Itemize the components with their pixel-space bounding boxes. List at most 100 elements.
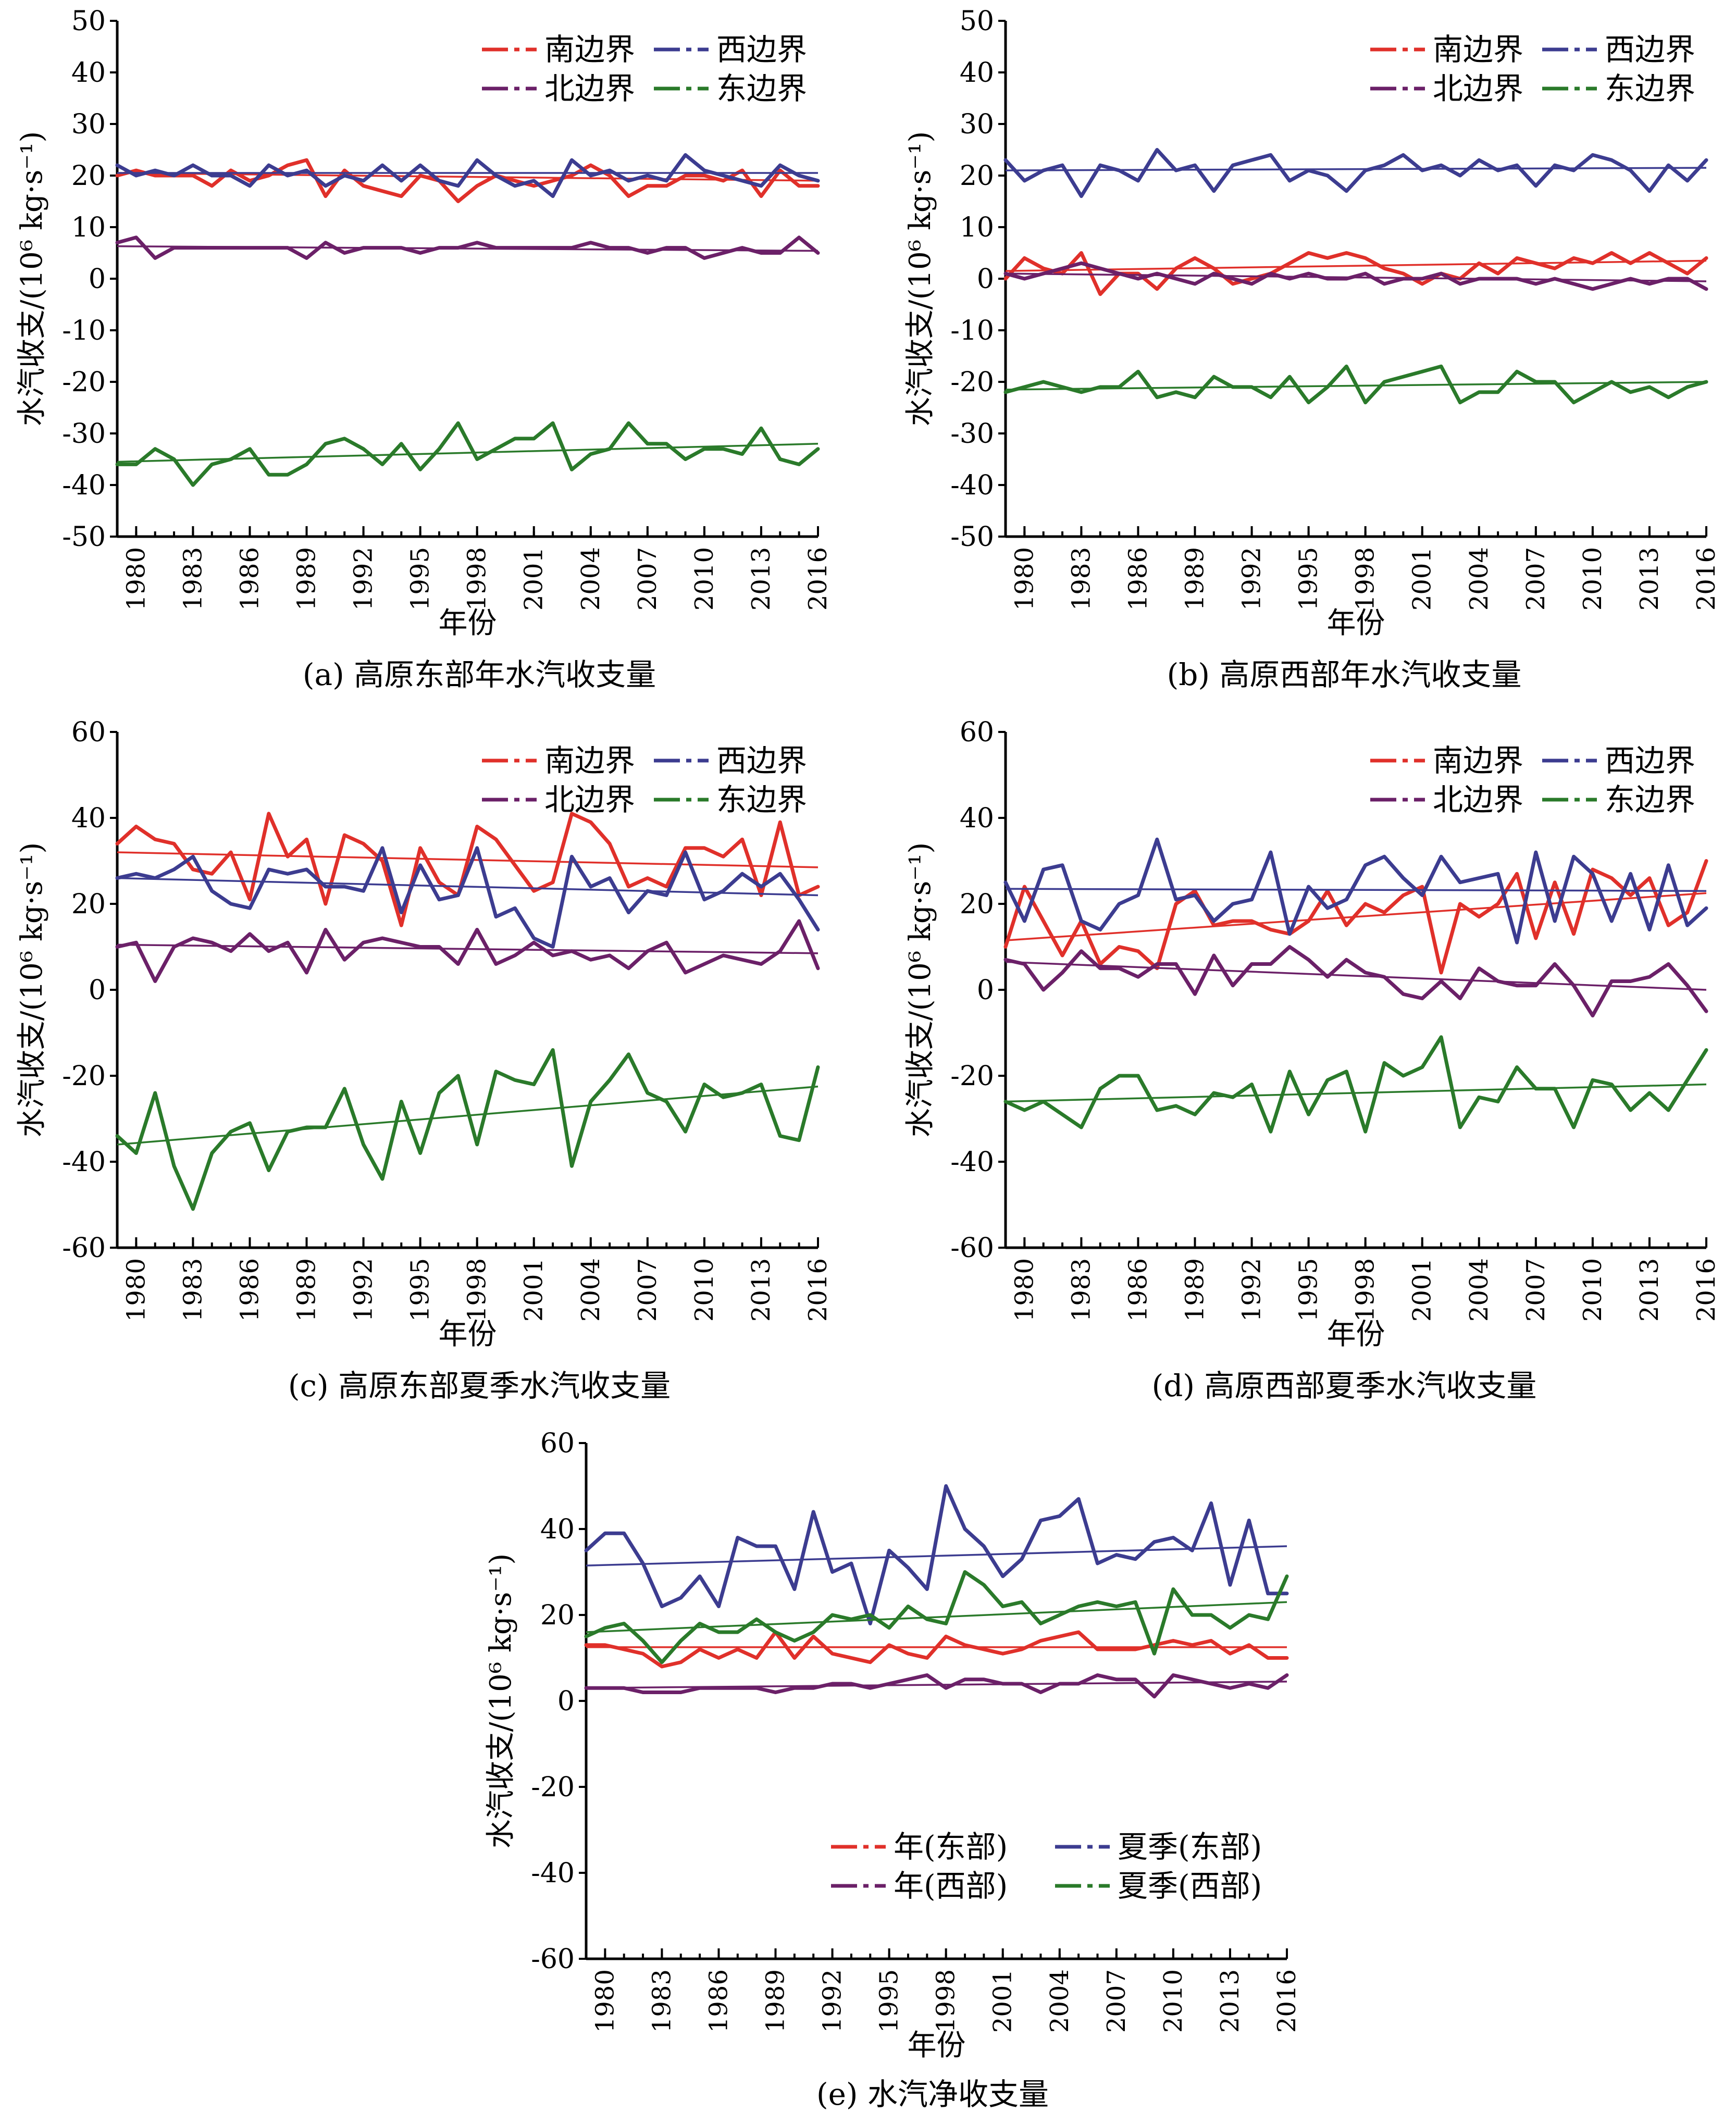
legend-label-3: 东边界 xyxy=(716,782,807,817)
legend-label-3: 夏季(西部) xyxy=(1118,1868,1262,1904)
panel-b-annual-west: -50 -40 -30 -20 -10 0 10 20 30 40 50 1980 1983 1986 19… xyxy=(903,6,1721,692)
trend-line-3 xyxy=(1005,1083,1707,1103)
x-tick-label: 2013 xyxy=(1216,1969,1245,2033)
panel-caption: (c) 高原东部夏季水汽收支量 xyxy=(288,1368,671,1403)
x-axis-title: 年份 xyxy=(1327,606,1385,640)
x-tick-label: 1998 xyxy=(463,1258,492,1322)
y-tick-label: -40 xyxy=(531,1858,575,1889)
panel-c-summer-east: -60 -40 -20 0 20 40 60 1980 1983 1986 1989 1992 1995… xyxy=(15,717,833,1403)
x-tick-label: 2004 xyxy=(1465,547,1494,611)
y-tick-label: -30 xyxy=(62,418,106,450)
x-tick-label: 1980 xyxy=(1010,547,1039,611)
x-tick-label: 1980 xyxy=(590,1969,619,2033)
x-axis-title: 年份 xyxy=(439,1317,497,1351)
x-tick-label: 1980 xyxy=(1010,1258,1039,1322)
legend-label-0: 南边界 xyxy=(1433,743,1523,778)
x-tick-label: 1983 xyxy=(1067,547,1096,611)
y-tick-label: -60 xyxy=(950,1233,994,1264)
x-tick-label: 2001 xyxy=(519,1258,549,1322)
y-tick-label: -20 xyxy=(62,367,106,398)
y-axis-title: 水汽收支/(10⁶ kg·s⁻¹) xyxy=(903,842,937,1137)
x-tick-label: 1995 xyxy=(875,1969,904,2033)
series-line-1 xyxy=(584,1484,1289,1625)
y-tick-label: 30 xyxy=(71,109,106,140)
series-line-3 xyxy=(584,1570,1289,1664)
y-tick-label: 20 xyxy=(960,160,994,192)
series-line-0 xyxy=(584,1630,1289,1669)
x-tick-label: 1992 xyxy=(1237,547,1267,611)
x-tick-label: 1995 xyxy=(406,1258,435,1322)
x-axis-title: 年份 xyxy=(908,2029,966,2062)
series-line-3 xyxy=(1003,1035,1708,1134)
trend-line-2 xyxy=(1005,272,1707,282)
legend-label-0: 年(东部) xyxy=(894,1829,1008,1865)
panel-caption: (d) 高原西部夏季水汽收支量 xyxy=(1152,1368,1537,1403)
y-tick-label: 20 xyxy=(540,1600,575,1631)
trend-line-2 xyxy=(117,245,819,252)
y-tick-label: 0 xyxy=(977,975,994,1006)
panel-d-summer-west: -60 -40 -20 0 20 40 60 1980 1983 1986 1989 1992 1995… xyxy=(903,717,1721,1403)
legend-label-0: 南边界 xyxy=(544,743,635,778)
y-tick-label: -40 xyxy=(950,1147,994,1178)
legend-label-1: 西边界 xyxy=(716,743,807,778)
x-tick-label: 1983 xyxy=(1067,1258,1096,1322)
legend-label-3: 东边界 xyxy=(1605,71,1695,106)
y-tick-label: 40 xyxy=(71,57,106,89)
y-tick-label: -20 xyxy=(950,1061,994,1092)
series-line-1 xyxy=(115,153,820,198)
trend-line-0 xyxy=(1005,259,1707,272)
y-tick-label: 0 xyxy=(977,264,994,295)
y-tick-label: -40 xyxy=(62,1147,106,1178)
trend-line-2 xyxy=(586,1681,1287,1689)
y-tick-label: 0 xyxy=(89,975,106,1006)
x-tick-label: 2013 xyxy=(747,547,776,611)
y-tick-label: 20 xyxy=(71,160,106,192)
y-tick-label: -40 xyxy=(950,470,994,501)
legend-label-2: 北边界 xyxy=(1433,782,1523,817)
x-tick-label: 2010 xyxy=(690,1258,719,1322)
series-line-1 xyxy=(1003,148,1708,198)
legend-label-3: 东边界 xyxy=(1605,782,1695,817)
legend-label-1: 西边界 xyxy=(1605,743,1695,778)
x-tick-label: 1995 xyxy=(406,547,435,611)
x-tick-label: 2016 xyxy=(803,1258,833,1322)
x-tick-label: 2007 xyxy=(1521,1258,1551,1322)
x-tick-label: 1983 xyxy=(178,1258,207,1322)
x-tick-label: 1989 xyxy=(761,1969,790,2033)
x-tick-label: 1992 xyxy=(349,547,378,611)
y-axis-title: 水汽收支/(10⁶ kg·s⁻¹) xyxy=(484,1553,518,1848)
y-axis-title: 水汽收支/(10⁶ kg·s⁻¹) xyxy=(903,131,937,426)
x-tick-label: 1992 xyxy=(349,1258,378,1322)
trend-line-1 xyxy=(1005,888,1707,892)
y-tick-label: 20 xyxy=(960,889,994,920)
y-tick-label: -60 xyxy=(531,1944,575,1975)
x-tick-label: 2001 xyxy=(519,547,549,611)
x-tick-label: 1989 xyxy=(292,1258,321,1322)
y-axis-title: 水汽收支/(10⁶ kg·s⁻¹) xyxy=(15,131,49,426)
x-tick-label: 1980 xyxy=(121,547,151,611)
x-tick-label: 2010 xyxy=(1159,1969,1188,2033)
x-tick-label: 1989 xyxy=(1181,547,1210,611)
x-tick-label: 1980 xyxy=(121,1258,151,1322)
x-tick-label: 2010 xyxy=(1578,547,1607,611)
trend-line-0 xyxy=(1005,892,1707,941)
panel-caption: (a) 高原东部年水汽收支量 xyxy=(303,657,656,692)
legend-label-3: 东边界 xyxy=(716,71,807,106)
series-line-1 xyxy=(1003,837,1708,944)
x-tick-label: 1986 xyxy=(235,547,264,611)
x-tick-label: 2013 xyxy=(1635,547,1664,611)
y-tick-label: 40 xyxy=(71,803,106,834)
panel-caption: (e) 水汽净收支量 xyxy=(816,2077,1049,2112)
y-tick-label: 50 xyxy=(71,6,106,37)
y-tick-label: 60 xyxy=(540,1428,575,1459)
y-tick-label: -50 xyxy=(950,521,994,553)
series-line-2 xyxy=(584,1673,1289,1699)
x-tick-label: 1998 xyxy=(463,547,492,611)
y-tick-label: -20 xyxy=(950,367,994,398)
y-tick-label: 40 xyxy=(960,803,994,834)
trend-line-3 xyxy=(117,443,819,463)
trend-line-3 xyxy=(1005,381,1707,391)
y-tick-label: 0 xyxy=(89,264,106,295)
y-tick-label: 20 xyxy=(71,889,106,920)
x-tick-label: 2016 xyxy=(1692,547,1721,611)
